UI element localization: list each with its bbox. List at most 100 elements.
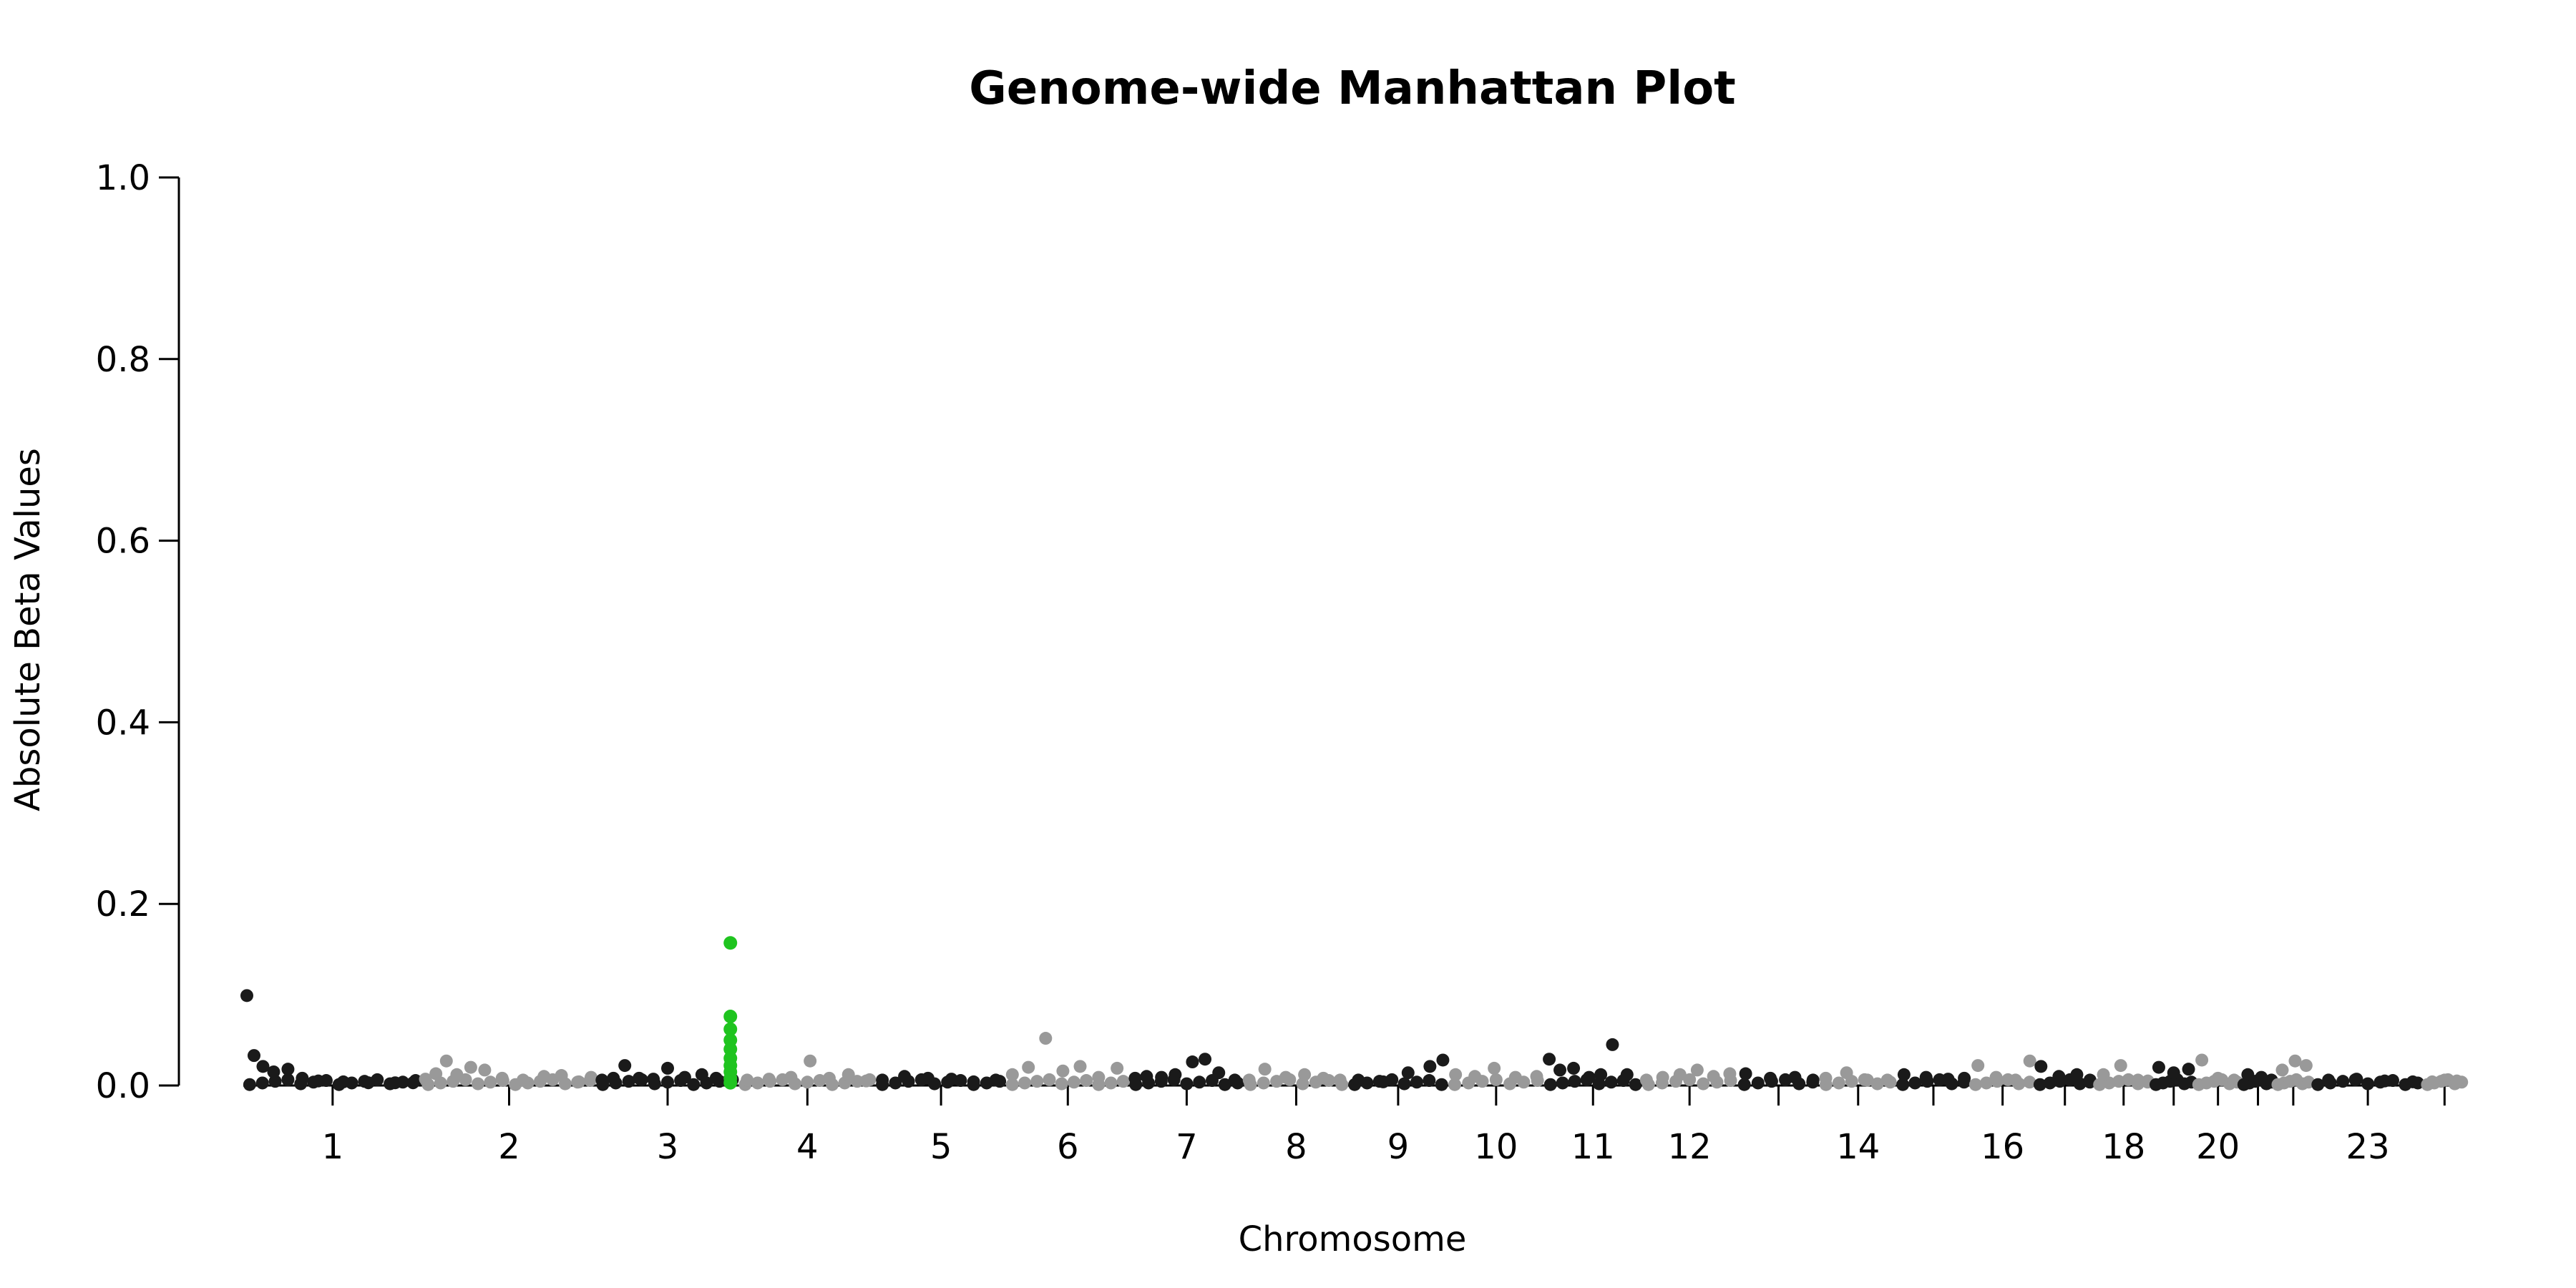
data-point bbox=[2023, 1075, 2036, 1089]
x-tick-label: 20 bbox=[2196, 1127, 2240, 1167]
data-point bbox=[898, 1070, 912, 1083]
data-point bbox=[876, 1073, 889, 1087]
data-point bbox=[2009, 1073, 2022, 1087]
data-point bbox=[859, 1074, 873, 1088]
data-point bbox=[921, 1071, 935, 1085]
data-point bbox=[1104, 1076, 1118, 1090]
data-point bbox=[1435, 1078, 1448, 1091]
data-point bbox=[1022, 1060, 1035, 1074]
data-point bbox=[1707, 1070, 1720, 1083]
chromosome-series-8 bbox=[1242, 1063, 1349, 1091]
x-tick-label: 2 bbox=[498, 1127, 520, 1167]
data-point bbox=[1737, 1078, 1751, 1091]
data-point bbox=[1582, 1070, 1596, 1084]
x-tick-label: 6 bbox=[1057, 1127, 1079, 1167]
data-point bbox=[1116, 1075, 1130, 1088]
chromosome-series-19 bbox=[2149, 1060, 2198, 1091]
highlight-point bbox=[723, 936, 738, 950]
data-point bbox=[1056, 1064, 1070, 1078]
data-point bbox=[1629, 1078, 1642, 1091]
x-tick-label: 7 bbox=[1176, 1127, 1198, 1167]
data-point bbox=[389, 1076, 402, 1090]
data-point bbox=[1840, 1066, 1853, 1080]
data-point bbox=[1508, 1070, 1522, 1084]
data-point bbox=[678, 1070, 691, 1084]
data-point bbox=[2093, 1078, 2107, 1091]
data-point bbox=[1423, 1074, 1436, 1088]
data-point bbox=[2288, 1054, 2302, 1068]
data-point bbox=[2299, 1059, 2313, 1073]
highlight-point bbox=[723, 1010, 738, 1024]
data-point bbox=[2043, 1076, 2057, 1090]
data-point bbox=[2114, 1059, 2127, 1073]
data-point bbox=[2023, 1054, 2036, 1068]
chromosome-series-16 bbox=[1968, 1054, 2036, 1091]
data-point bbox=[1697, 1077, 1710, 1091]
data-point bbox=[1908, 1076, 1922, 1090]
chromosome-series-24 bbox=[2421, 1073, 2469, 1091]
y-axis-label: Absolute Beta Values bbox=[8, 448, 48, 811]
data-point bbox=[472, 1077, 485, 1091]
data-point bbox=[2097, 1068, 2110, 1081]
x-tick-label: 10 bbox=[1474, 1127, 1518, 1167]
data-point bbox=[429, 1067, 443, 1080]
chromosome-series-17 bbox=[2033, 1060, 2097, 1091]
highlight-point bbox=[723, 1022, 738, 1036]
data-point bbox=[2033, 1078, 2046, 1091]
data-point bbox=[268, 1075, 282, 1088]
data-point bbox=[841, 1068, 855, 1081]
data-point bbox=[255, 1076, 269, 1090]
x-tick-label: 4 bbox=[796, 1127, 819, 1167]
data-point bbox=[1896, 1078, 1910, 1091]
x-tick-label: 11 bbox=[1571, 1127, 1615, 1167]
data-point bbox=[1489, 1073, 1503, 1086]
data-point bbox=[687, 1078, 701, 1091]
chromosome-series-7 bbox=[1128, 1053, 1244, 1091]
data-point bbox=[2311, 1078, 2325, 1091]
data-point bbox=[1128, 1071, 1142, 1085]
data-point bbox=[1298, 1068, 1312, 1081]
chromosome-series-2 bbox=[419, 1054, 598, 1091]
data-point bbox=[1594, 1068, 1608, 1081]
data-point bbox=[1683, 1073, 1697, 1086]
chromosome-series-11 bbox=[1543, 1038, 1642, 1091]
data-point bbox=[361, 1076, 375, 1090]
data-point bbox=[1055, 1077, 1068, 1091]
data-point bbox=[1832, 1076, 1845, 1090]
data-point bbox=[1333, 1073, 1347, 1087]
x-tick-label: 14 bbox=[1836, 1127, 1880, 1167]
data-point bbox=[2378, 1074, 2391, 1088]
data-point bbox=[1788, 1070, 1802, 1084]
data-point bbox=[1005, 1078, 1019, 1091]
data-point bbox=[1739, 1067, 1752, 1080]
data-point bbox=[1723, 1067, 1737, 1080]
x-axis: 1 2 3 4 5 6 7 8 9 10 11 12 14 16 18 20 23 bbox=[243, 1084, 2465, 1167]
x-tick-label: 23 bbox=[2346, 1127, 2390, 1167]
data-point bbox=[2167, 1066, 2180, 1080]
data-point bbox=[2195, 1053, 2209, 1067]
data-point bbox=[1228, 1073, 1241, 1087]
data-point bbox=[762, 1073, 776, 1086]
data-point bbox=[1568, 1075, 1581, 1088]
data-point bbox=[439, 1054, 453, 1068]
data-point bbox=[1186, 1055, 1199, 1069]
data-point bbox=[2182, 1063, 2195, 1076]
data-point bbox=[1673, 1068, 1687, 1081]
data-point bbox=[1410, 1075, 1423, 1089]
data-point bbox=[1764, 1071, 1777, 1085]
data-point bbox=[2122, 1073, 2135, 1086]
highlight-point bbox=[723, 1075, 738, 1090]
x-tick-label: 8 bbox=[1285, 1127, 1307, 1167]
data-point bbox=[647, 1073, 660, 1086]
y-tick-label: 1.0 bbox=[96, 158, 150, 198]
data-point bbox=[1819, 1071, 1833, 1085]
data-point bbox=[1258, 1063, 1272, 1076]
data-point bbox=[1556, 1076, 1569, 1090]
data-point bbox=[2228, 1073, 2241, 1087]
data-point bbox=[1958, 1071, 1971, 1085]
data-point bbox=[661, 1061, 675, 1075]
data-point bbox=[1218, 1078, 1231, 1091]
data-point bbox=[1468, 1070, 1482, 1083]
data-point bbox=[336, 1075, 350, 1088]
